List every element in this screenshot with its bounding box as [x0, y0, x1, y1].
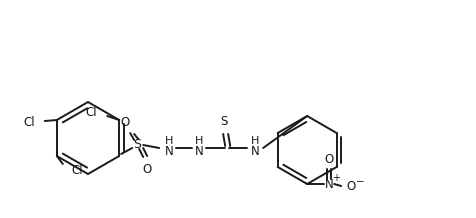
Text: N: N [324, 177, 333, 191]
Text: H: H [250, 136, 259, 146]
Text: H: H [165, 136, 173, 146]
Text: −: − [355, 177, 364, 187]
Text: O: O [324, 153, 333, 165]
Text: O: O [120, 116, 129, 128]
Text: O: O [346, 179, 355, 192]
Text: O: O [142, 162, 151, 175]
Text: N: N [164, 145, 173, 157]
Text: Cl: Cl [23, 116, 35, 128]
Text: Cl: Cl [85, 106, 97, 119]
Text: S: S [220, 114, 228, 128]
Text: S: S [133, 138, 141, 150]
Text: Cl: Cl [71, 164, 82, 177]
Text: N: N [194, 145, 203, 157]
Text: N: N [250, 145, 259, 157]
Text: H: H [195, 136, 203, 146]
Text: +: + [331, 173, 339, 183]
